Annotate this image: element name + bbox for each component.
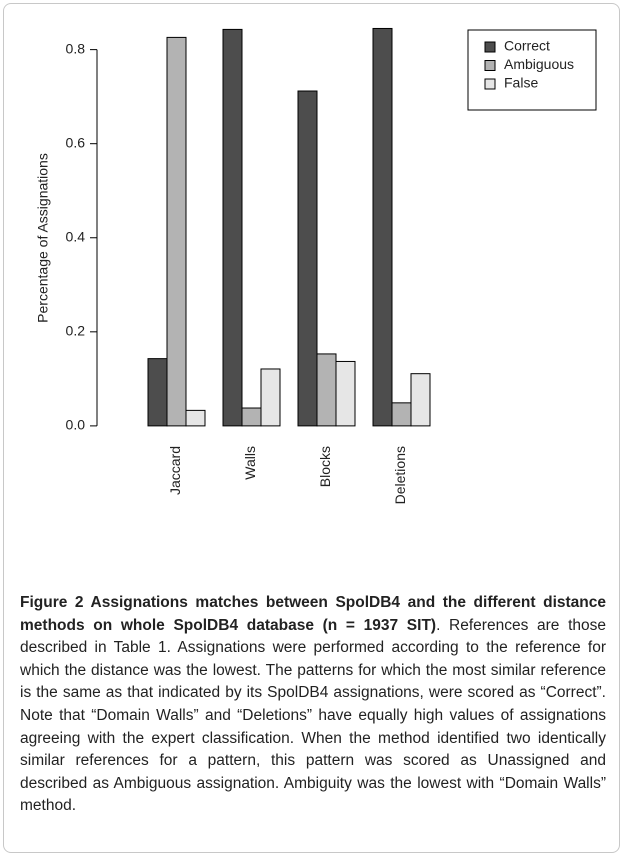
bar: [147, 358, 168, 427]
x-tick-label: Walls: [242, 446, 258, 480]
legend-label: Ambiguous: [504, 56, 574, 72]
caption: Figure 2 Assignations matches between Sp…: [20, 592, 606, 818]
bar: [185, 409, 206, 427]
bar: [410, 373, 431, 427]
y-axis-label: Percentage of Assignations: [35, 153, 51, 323]
x-tick-label: Jaccard: [167, 446, 183, 495]
y-tick-label: 0.4: [66, 228, 86, 244]
legend-label: False: [504, 75, 538, 91]
legend-swatch: [484, 60, 496, 71]
bar: [391, 402, 412, 427]
legend-swatch: [484, 41, 496, 53]
legend-swatch: [484, 78, 496, 90]
chart: Percentage of Assignations 0.0 0.2 0.4 0.6 0…: [35, 27, 597, 504]
caption-title: Figure 2 Assignations matches between Sp…: [20, 594, 606, 634]
y-tick-label: 0.6: [66, 134, 86, 150]
caption-text: . References are those described in Tabl…: [20, 616, 606, 815]
y-tick-label: 0.2: [66, 323, 86, 339]
bar: [372, 27, 393, 427]
bar: [222, 28, 243, 427]
legend-label: Correct: [504, 38, 550, 54]
bar: [297, 90, 318, 427]
bar: [335, 360, 356, 427]
y-tick-label: 0.8: [66, 40, 86, 56]
bar: [316, 353, 337, 427]
bar: [260, 368, 281, 427]
y-tick-label: 0.0: [66, 417, 86, 433]
x-tick-label: Deletions: [392, 446, 408, 504]
x-tick-label: Blocks: [317, 446, 333, 487]
figure-frame: [3, 3, 620, 853]
bar: [166, 36, 187, 427]
bar: [241, 407, 262, 427]
